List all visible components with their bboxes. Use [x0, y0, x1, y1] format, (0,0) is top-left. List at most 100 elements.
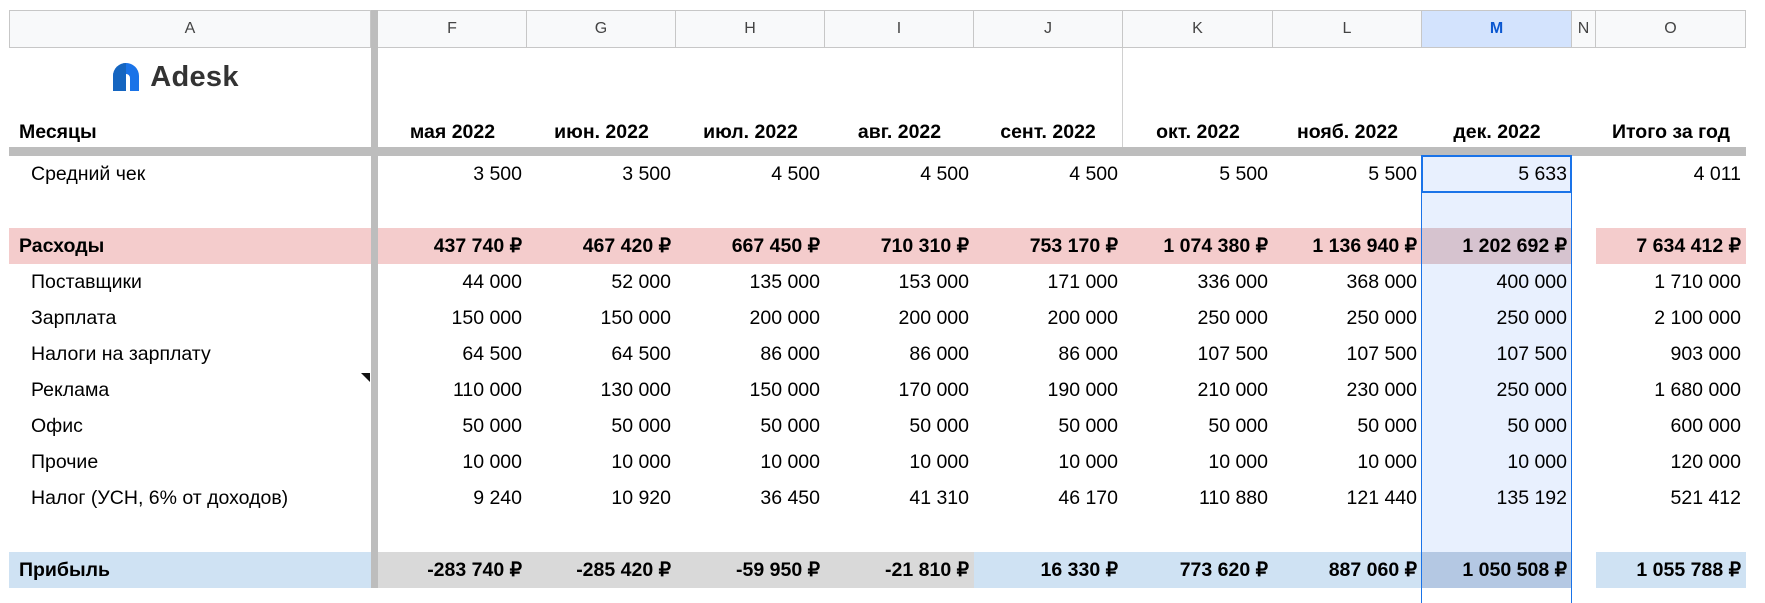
expense-row-cell[interactable]: 150 000	[451, 306, 523, 329]
expense-row-cell[interactable]: 130 000	[600, 378, 672, 401]
month-header-cell[interactable]: мая 2022	[409, 121, 496, 143]
expense-row-cell[interactable]: 153 000	[898, 270, 970, 293]
expenses-cell[interactable]: 1 074 380 ₽	[1123, 228, 1273, 264]
expense-row-cell[interactable]: 41 310	[909, 486, 969, 509]
empty-cell[interactable]	[1572, 408, 1596, 444]
empty-cell[interactable]	[1572, 48, 1596, 147]
expense-row-cell-total[interactable]: 600 000	[1670, 414, 1742, 437]
expense-row-cell-total[interactable]: 521 412	[1670, 486, 1742, 509]
expense-row-cell[interactable]: 250 000	[1422, 300, 1572, 336]
month-header-cell[interactable]: июн. 2022	[554, 121, 649, 143]
empty-cell[interactable]	[527, 192, 676, 228]
expense-row-cell[interactable]: 86 000	[1058, 342, 1118, 365]
empty-cell[interactable]	[378, 192, 527, 228]
avg-check-cell-total[interactable]: 4 011	[1693, 162, 1741, 185]
expenses-cell[interactable]: 467 420 ₽	[527, 228, 676, 264]
expense-row-cell[interactable]: 336 000	[1197, 270, 1269, 293]
empty-cell[interactable]	[1572, 480, 1596, 516]
expenses-cell-total[interactable]: 7 634 412 ₽	[1596, 228, 1746, 264]
empty-cell[interactable]	[1572, 192, 1596, 228]
expense-row-cell[interactable]: 190 000	[1047, 378, 1119, 401]
empty-cell[interactable]	[378, 516, 527, 552]
expense-row-cell[interactable]: 135 192	[1422, 480, 1572, 516]
month-header-cell[interactable]: авг. 2022	[857, 121, 942, 143]
expense-row-cell[interactable]: 64 500	[462, 342, 522, 365]
profit-cell[interactable]: 773 620 ₽	[1123, 552, 1273, 588]
column-header-J[interactable]: J	[974, 10, 1123, 48]
expense-row-cell[interactable]: 10 000	[760, 450, 820, 473]
empty-cell[interactable]	[1572, 300, 1596, 336]
empty-cell[interactable]	[1596, 192, 1746, 228]
row-label[interactable]: Средний чек	[31, 162, 146, 185]
expense-row-cell-total[interactable]: 1 680 000	[1654, 378, 1741, 401]
expense-row-cell-total[interactable]: 120 000	[1670, 450, 1742, 473]
avg-check-cell[interactable]: 4 500	[771, 162, 820, 185]
expenses-cell[interactable]: 1 202 692 ₽	[1422, 228, 1572, 264]
profit-cell[interactable]: 887 060 ₽	[1273, 552, 1422, 588]
expense-row-cell[interactable]: 10 000	[462, 450, 522, 473]
row-label[interactable]: Поставщики	[31, 270, 142, 293]
month-header-cell[interactable]: июл. 2022	[703, 121, 798, 143]
column-header-H[interactable]: H	[676, 10, 825, 48]
row-label[interactable]: Зарплата	[31, 306, 117, 329]
expense-row-cell[interactable]: 135 000	[749, 270, 821, 293]
expense-row-cell[interactable]: 50 000	[1208, 414, 1268, 437]
profit-cell-total[interactable]: 1 055 788 ₽	[1596, 552, 1746, 588]
profit-cell[interactable]: -59 950 ₽	[676, 552, 825, 588]
expense-row-cell-total[interactable]: 1 710 000	[1654, 270, 1741, 293]
empty-cell[interactable]	[1572, 264, 1596, 300]
expense-row-cell-total[interactable]: 2 100 000	[1654, 306, 1741, 329]
empty-cell[interactable]	[1572, 516, 1596, 552]
empty-cell[interactable]	[974, 192, 1123, 228]
expense-row-cell[interactable]: 10 000	[1058, 450, 1118, 473]
month-header-cell[interactable]: окт. 2022	[1156, 121, 1240, 143]
expense-row-cell[interactable]: 400 000	[1422, 264, 1572, 300]
expense-row-cell[interactable]: 107 500	[1197, 342, 1269, 365]
row-label[interactable]: Реклама	[31, 378, 110, 401]
expense-row-cell[interactable]: 10 920	[611, 486, 671, 509]
empty-cell[interactable]	[1572, 552, 1596, 588]
empty-cell[interactable]	[825, 192, 974, 228]
month-header-cell[interactable]: дек. 2022	[1453, 121, 1541, 143]
column-header-M[interactable]: M	[1422, 10, 1572, 48]
expense-row-cell[interactable]: 50 000	[462, 414, 522, 437]
empty-cell[interactable]	[1572, 156, 1596, 192]
avg-check-cell[interactable]: 3 500	[473, 162, 522, 185]
expense-row-cell[interactable]: 200 000	[749, 306, 821, 329]
empty-cell[interactable]	[825, 516, 974, 552]
expense-row-cell[interactable]: 150 000	[749, 378, 821, 401]
expense-row-cell[interactable]: 52 000	[611, 270, 671, 293]
column-header-G[interactable]: G	[527, 10, 676, 48]
expense-row-cell[interactable]: 50 000	[760, 414, 820, 437]
expense-row-cell[interactable]: 50 000	[909, 414, 969, 437]
expense-row-cell[interactable]: 107 500	[1346, 342, 1418, 365]
expense-row-cell[interactable]: 121 440	[1346, 486, 1418, 509]
column-header-I[interactable]: I	[825, 10, 974, 48]
expenses-cell[interactable]: 710 310 ₽	[825, 228, 974, 264]
empty-cell[interactable]	[1572, 228, 1596, 264]
row-label[interactable]: Налог (УСН, 6% от доходов)	[31, 486, 289, 509]
empty-cell[interactable]	[527, 516, 676, 552]
row-label[interactable]: Офис	[31, 414, 83, 437]
expense-row-cell[interactable]: 9 240	[473, 486, 522, 509]
column-header-F[interactable]: F	[378, 10, 527, 48]
avg-check-cell[interactable]: 3 500	[622, 162, 671, 185]
expense-row-cell[interactable]: 10 000	[1422, 444, 1572, 480]
expense-row-cell[interactable]: 150 000	[600, 306, 672, 329]
expense-row-cell[interactable]: 46 170	[1058, 486, 1118, 509]
expense-row-cell[interactable]: 250 000	[1422, 372, 1572, 408]
month-header-cell[interactable]: сент. 2022	[974, 48, 1123, 147]
empty-cell[interactable]	[1596, 516, 1746, 552]
expense-row-cell[interactable]: 10 000	[611, 450, 671, 473]
expense-row-cell[interactable]: 86 000	[909, 342, 969, 365]
avg-check-cell[interactable]: 4 500	[1069, 162, 1118, 185]
empty-cell[interactable]	[9, 192, 371, 228]
empty-cell[interactable]	[1422, 192, 1572, 228]
avg-check-cell[interactable]: 5 500	[1368, 162, 1417, 185]
expense-row-cell[interactable]: 10 000	[1357, 450, 1417, 473]
empty-cell[interactable]	[1572, 336, 1596, 372]
row-label[interactable]: Налоги на зарплату	[31, 342, 211, 365]
expense-row-cell-total[interactable]: 903 000	[1670, 342, 1742, 365]
profit-cell[interactable]: 1 050 508 ₽	[1422, 552, 1572, 588]
expense-row-cell[interactable]: 230 000	[1346, 378, 1418, 401]
